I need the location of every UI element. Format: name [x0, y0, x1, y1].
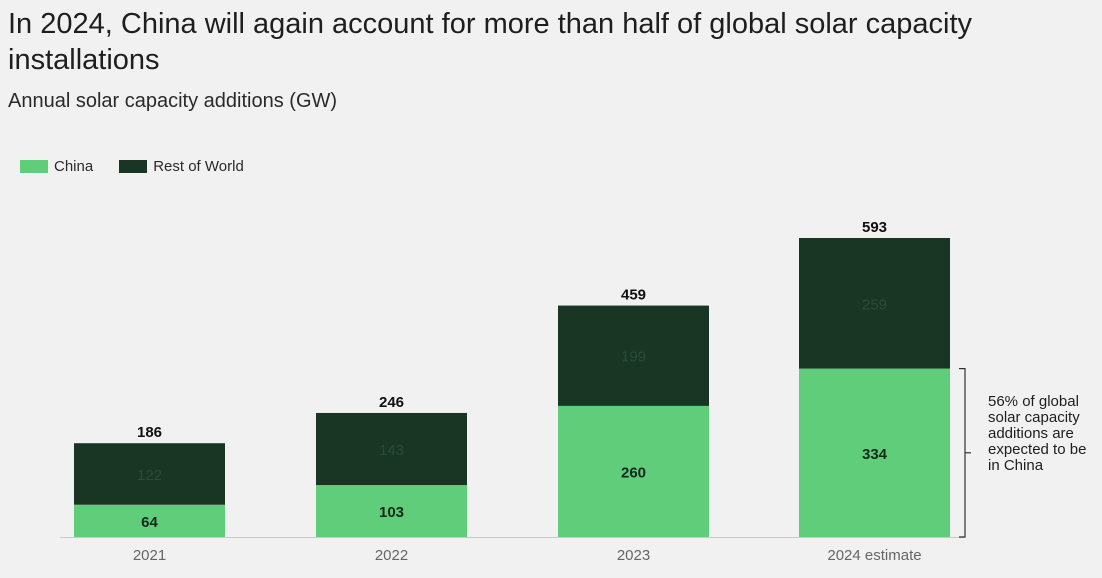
legend: China Rest of World [20, 158, 270, 175]
legend-label-china: China [54, 158, 94, 175]
chart-title: In 2024, China will again account for mo… [8, 8, 973, 76]
data-label-total-1: 246 [379, 394, 404, 411]
data-label-total-0: 186 [137, 424, 162, 441]
data-label-total-3: 593 [862, 219, 887, 236]
bar-china-3 [799, 368, 950, 537]
china-share-annotation: 56% of global solar capacity additions a… [988, 393, 1087, 474]
data-label-total-2: 459 [621, 287, 646, 304]
bar-china-1 [316, 485, 467, 537]
legend-swatch-rest-of-world [119, 160, 148, 173]
bar-rest-of-world-3 [799, 238, 950, 369]
legend-label-rest-of-world: Rest of World [153, 158, 244, 175]
x-tick-label-2: 2023 [617, 547, 650, 564]
bar-rest-of-world-2 [558, 305, 709, 406]
legend-swatch-china [20, 160, 48, 173]
data-label-china-3: 334 [862, 446, 888, 463]
data-label-china-2: 260 [621, 464, 646, 481]
x-tick-label-1: 2022 [375, 547, 408, 564]
bar-rest-of-world-0 [74, 443, 225, 505]
x-tick-label-3: 2024 estimate [827, 547, 921, 564]
legend-item-china: China [20, 158, 93, 175]
data-label-china-1: 103 [379, 504, 404, 521]
data-label-rest-of-world-1: 143 [379, 442, 404, 459]
bar-china-0 [74, 504, 225, 537]
bar-china-2 [558, 405, 709, 537]
chart-subtitle: Annual solar capacity additions (GW) [8, 90, 338, 112]
data-label-china-0: 64 [141, 514, 158, 531]
x-tick-label-0: 2021 [133, 547, 166, 564]
data-label-rest-of-world-3: 259 [862, 296, 887, 313]
data-label-rest-of-world-2: 199 [621, 349, 646, 366]
bar-rest-of-world-1 [316, 412, 467, 486]
legend-item-rest-of-world: Rest of World [119, 158, 244, 175]
data-label-rest-of-world-0: 122 [137, 467, 162, 484]
annotation-bracket [959, 367, 966, 538]
